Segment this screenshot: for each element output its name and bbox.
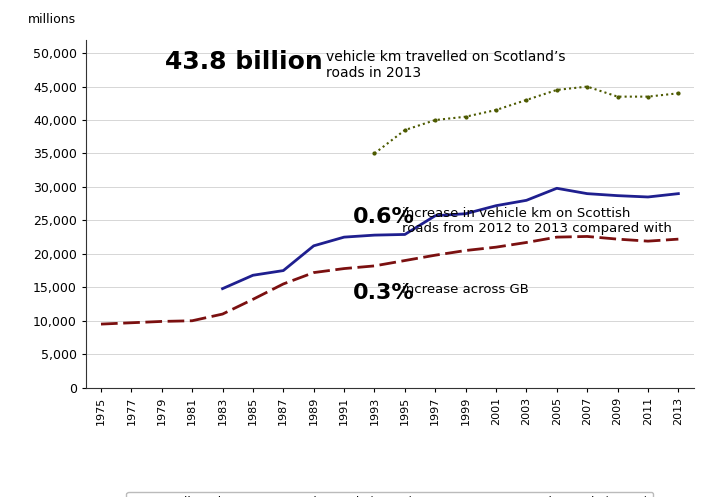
Text: 0.3%: 0.3%: [353, 283, 415, 303]
Text: millions: millions: [28, 13, 77, 26]
Text: increase across GB: increase across GB: [402, 283, 528, 296]
Text: 0.6%: 0.6%: [353, 207, 415, 227]
Legend: All roads, Major roads (M & A), Cars on major roads (M & A): All roads, Major roads (M & A), Cars on …: [127, 492, 653, 497]
Text: vehicle km travelled on Scotland’s
roads in 2013: vehicle km travelled on Scotland’s roads…: [326, 50, 566, 81]
Text: 43.8 billion: 43.8 billion: [164, 50, 322, 74]
Text: increase in vehicle km on Scottish
roads from 2012 to 2013 compared with: increase in vehicle km on Scottish roads…: [402, 207, 671, 235]
